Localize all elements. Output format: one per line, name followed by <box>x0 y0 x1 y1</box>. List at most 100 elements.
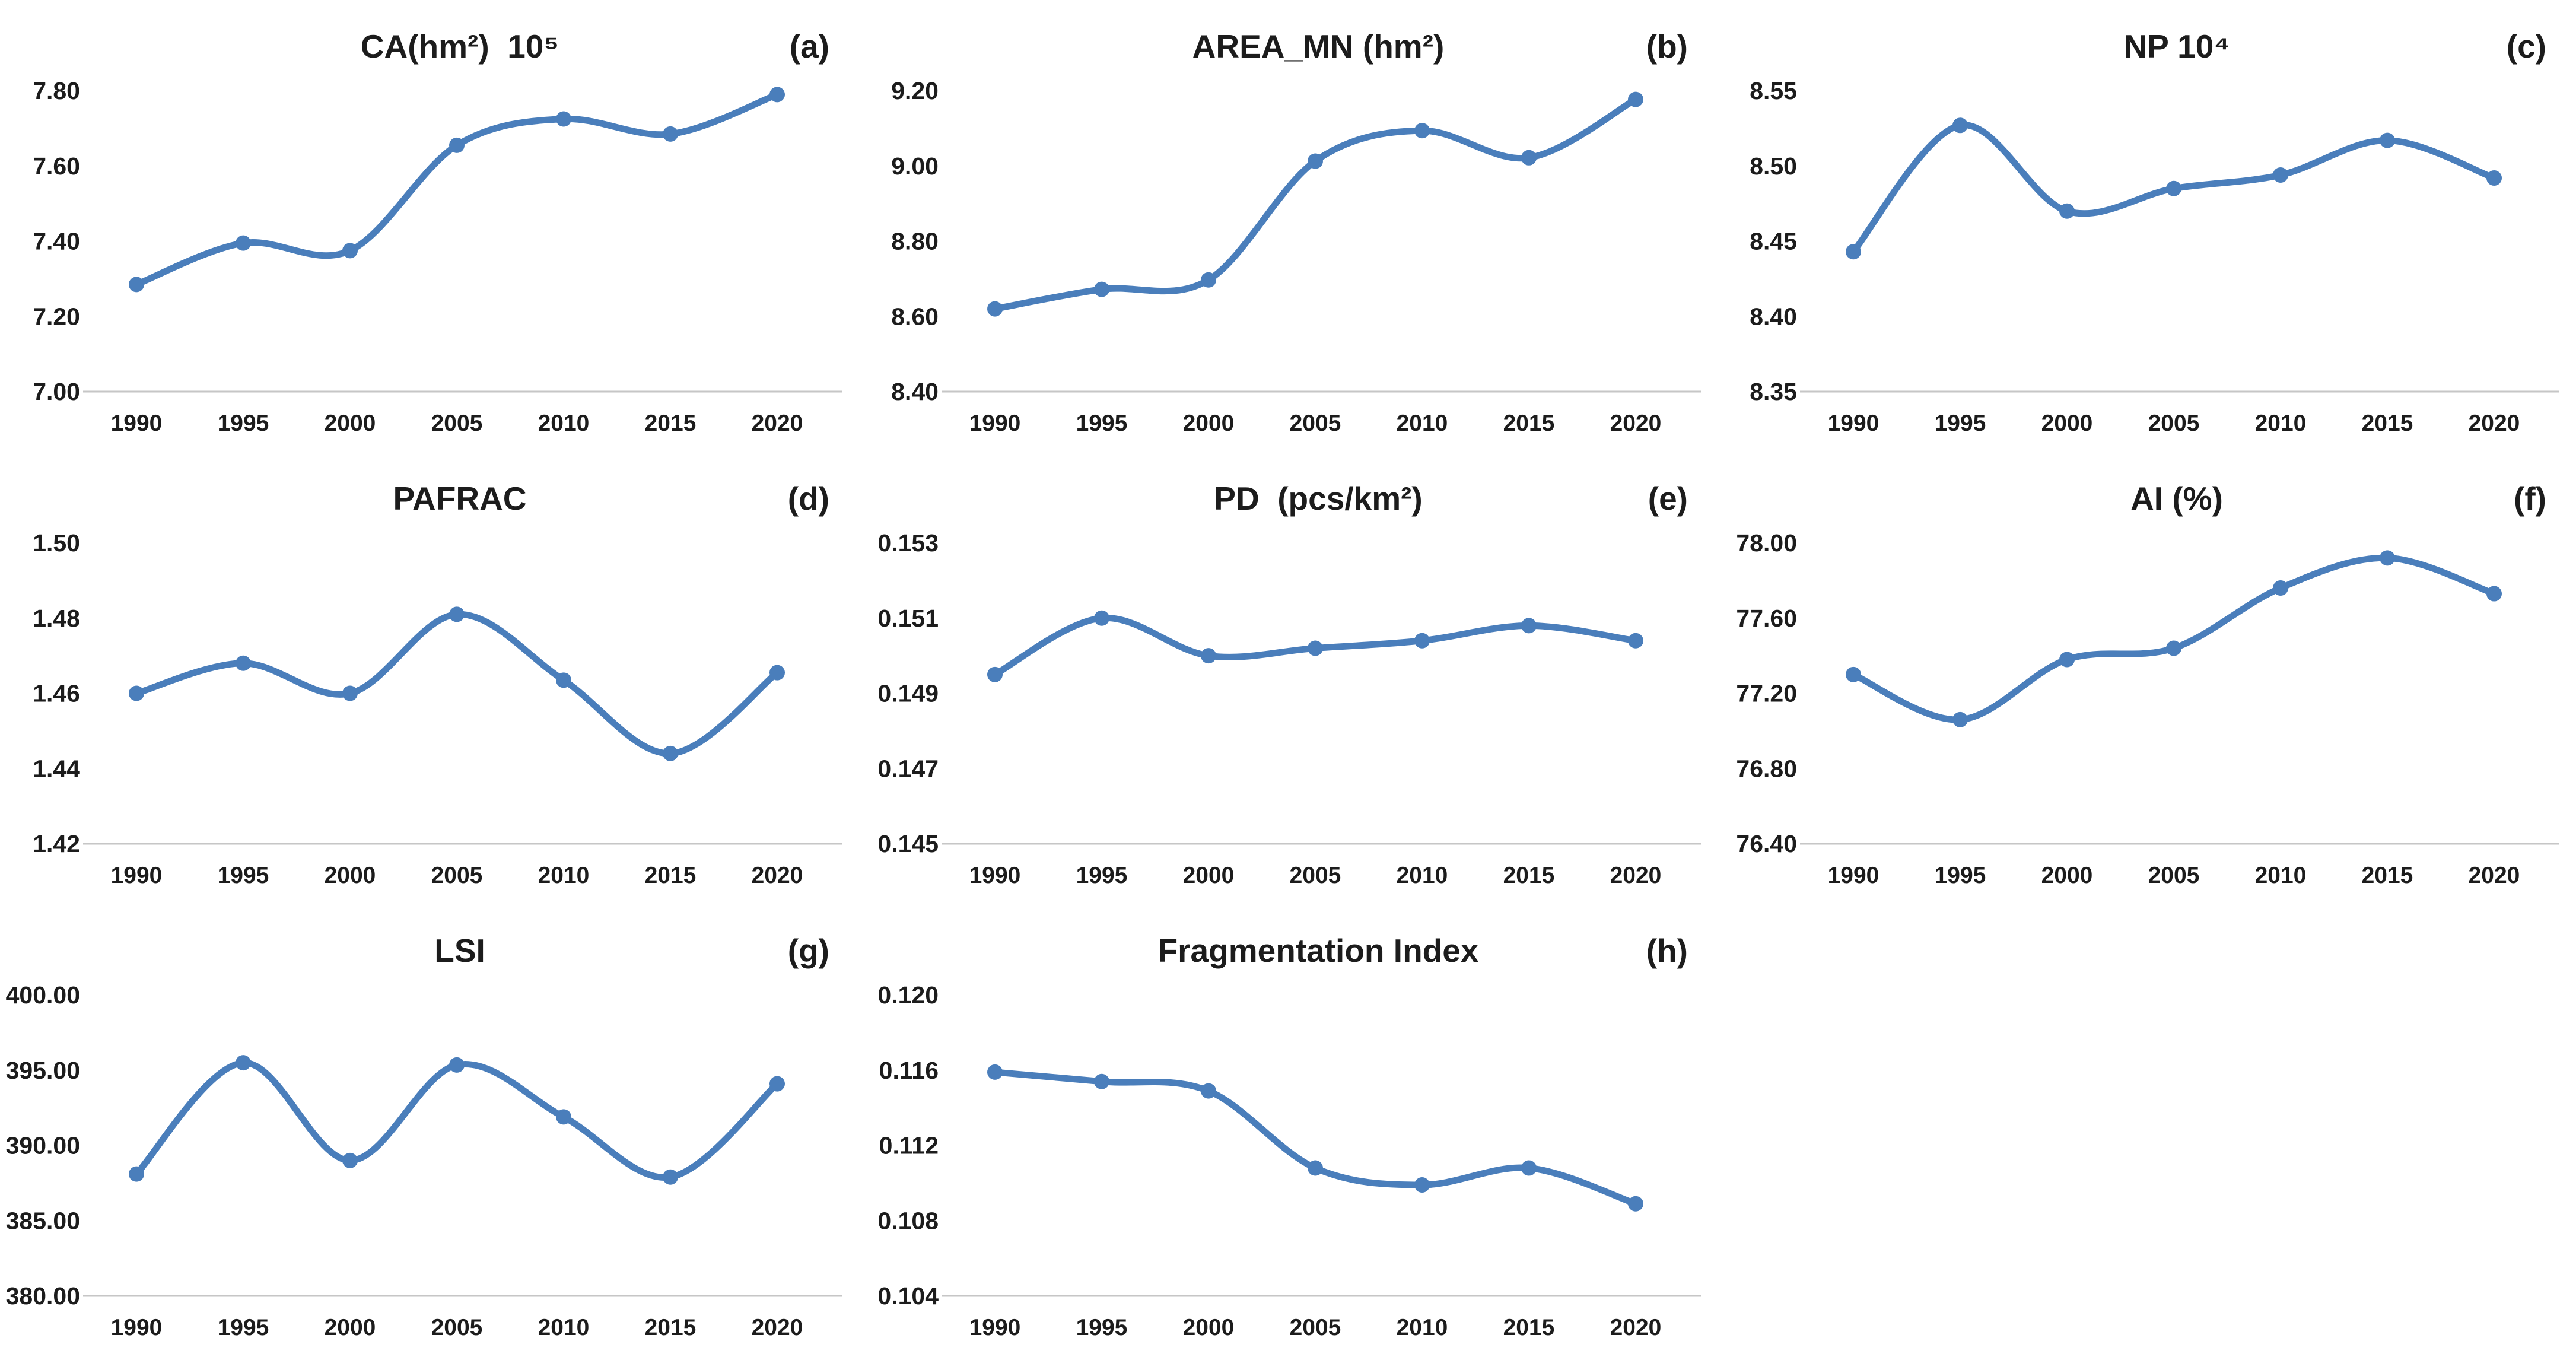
y-tick-label: 7.20 <box>33 303 80 330</box>
x-tick-label: 2005 <box>431 863 483 888</box>
y-tick-label: 77.60 <box>1736 605 1797 632</box>
x-tick-label: 2010 <box>538 411 590 436</box>
x-tick-label: 2000 <box>1183 1315 1235 1340</box>
y-tick-label: 8.40 <box>1750 303 1797 330</box>
x-tick-label: 1995 <box>1935 411 1986 436</box>
chart-panel-e-pd: PD (pcs/km²) (e) 0.153 0.151 0.149 0.147 0.145… <box>858 452 1717 904</box>
x-tick-label: 1990 <box>969 411 1021 436</box>
x-tick-label: 2000 <box>1183 863 1235 888</box>
y-tick-label: 77.20 <box>1736 680 1797 707</box>
series-line <box>991 1069 1639 1207</box>
chart-title: CA(hm²) 10⁵ <box>361 28 559 65</box>
y-tick-label: 0.145 <box>877 830 939 857</box>
x-tick-label: 1995 <box>1076 411 1128 436</box>
x-tick-label: 1990 <box>111 863 163 888</box>
y-tick-label: 8.35 <box>1750 378 1797 405</box>
y-tick-label: 9.20 <box>891 77 939 104</box>
y-tick-label: 7.00 <box>33 378 80 405</box>
chart-panel-g-lsi: LSI (g) 400.00 395.00 390.00 385.00 380.00 1990… <box>0 904 858 1356</box>
data-point-marker <box>769 1076 785 1092</box>
data-point-marker <box>1628 633 1643 649</box>
y-tick-label: 7.80 <box>33 77 80 104</box>
x-tick-label: 2010 <box>538 1315 590 1340</box>
data-point-marker <box>556 672 571 688</box>
y-tick-label: 385.00 <box>6 1207 80 1234</box>
series-line <box>133 91 781 288</box>
chart-svg-d: PAFRAC (d) 1.50 1.48 1.46 1.44 1.42 1990 1995 200… <box>33 480 842 888</box>
data-point-marker <box>342 243 358 259</box>
y-tick-label: 0.104 <box>877 1282 939 1310</box>
x-tick-label: 2005 <box>1290 1315 1341 1340</box>
data-point-marker <box>2380 550 2395 566</box>
x-tick-label: 2005 <box>431 411 483 436</box>
y-tick-label: 76.80 <box>1736 755 1797 782</box>
panel-letter: (a) <box>790 28 829 65</box>
series-line <box>991 96 1639 313</box>
empty-panel <box>1717 904 2575 1356</box>
data-point-marker <box>1628 1196 1643 1212</box>
y-tick-label: 0.151 <box>877 605 939 632</box>
x-tick-label: 1995 <box>1076 863 1128 888</box>
y-tick-label: 0.147 <box>877 755 939 782</box>
data-point-marker <box>1414 123 1430 139</box>
y-tick-label: 76.40 <box>1736 830 1797 857</box>
data-point-marker <box>129 277 144 293</box>
x-tick-label: 2010 <box>1397 411 1448 436</box>
data-point-marker <box>1308 640 1323 656</box>
y-tick-label: 1.42 <box>33 830 80 857</box>
x-tick-label: 2015 <box>645 411 697 436</box>
y-tick-label: 78.00 <box>1736 529 1797 557</box>
data-point-marker <box>769 87 785 103</box>
chart-panel-h-fragmentation: Fragmentation Index (h) 0.120 0.116 0.112 0.1… <box>858 904 1717 1356</box>
y-tick-label: 1.46 <box>33 680 80 707</box>
y-tick-label: 8.50 <box>1750 152 1797 180</box>
data-point-marker <box>556 1109 571 1125</box>
chart-title: AI (%) <box>2130 480 2223 517</box>
data-point-marker <box>1952 711 1968 727</box>
data-point-marker <box>342 685 358 701</box>
data-point-marker <box>449 1057 465 1073</box>
data-point-marker <box>1952 117 1968 134</box>
data-point-marker <box>236 1055 251 1071</box>
y-tick-label: 1.50 <box>33 529 80 557</box>
panel-letter: (c) <box>2507 28 2546 65</box>
panel-letter: (b) <box>1646 28 1688 65</box>
x-tick-label: 2015 <box>2362 863 2413 888</box>
chart-title: NP 10⁴ <box>2123 28 2230 65</box>
x-tick-label: 2020 <box>1610 1315 1662 1340</box>
x-tick-label: 1990 <box>969 1315 1021 1340</box>
panel-letter: (h) <box>1646 932 1688 969</box>
y-tick-label: 8.45 <box>1750 228 1797 255</box>
panel-letter: (g) <box>788 932 829 969</box>
chart-panel-a-ca: CA(hm²) 10⁵ (a) 7.80 7.60 7.40 7.20 7.00 1990 19… <box>0 0 858 452</box>
x-tick-label: 2020 <box>752 863 803 888</box>
x-tick-label: 1990 <box>111 411 163 436</box>
chart-svg-c: NP 10⁴ (c) 8.55 8.50 8.45 8.40 8.35 1990 1995 200… <box>1750 28 2559 436</box>
y-tick-label: 380.00 <box>6 1282 80 1310</box>
y-tick-label: 0.153 <box>877 529 939 557</box>
y-tick-label: 8.60 <box>891 303 939 330</box>
x-tick-label: 2010 <box>1397 863 1448 888</box>
x-tick-label: 2000 <box>325 863 376 888</box>
chart-title: AREA_MN (hm²) <box>1192 28 1445 65</box>
chart-panel-b-area-mn: AREA_MN (hm²) (b) 9.20 9.00 8.80 8.60 8.40 1990… <box>858 0 1717 452</box>
x-tick-label: 2020 <box>1610 863 1662 888</box>
data-point-marker <box>449 606 465 622</box>
series-line <box>1850 554 2498 723</box>
x-tick-label: 2015 <box>1503 863 1555 888</box>
panel-letter: (e) <box>1648 480 1688 517</box>
x-tick-label: 2010 <box>538 863 590 888</box>
data-point-marker <box>2380 132 2395 148</box>
data-point-marker <box>987 666 1003 682</box>
data-point-marker <box>663 1169 678 1185</box>
data-point-marker <box>129 1166 144 1182</box>
data-point-marker <box>663 745 678 761</box>
data-point-marker <box>1308 153 1323 169</box>
x-tick-label: 2010 <box>2255 863 2307 888</box>
x-tick-label: 2015 <box>645 863 697 888</box>
y-tick-label: 0.116 <box>879 1057 939 1084</box>
chart-svg-f: AI (%) (f) 78.00 77.60 77.20 76.80 76.40 1990 19… <box>1736 480 2559 888</box>
chart-panel-c-np: NP 10⁴ (c) 8.55 8.50 8.45 8.40 8.35 1990 1995 200… <box>1717 0 2575 452</box>
y-tick-label: 8.40 <box>891 378 939 405</box>
